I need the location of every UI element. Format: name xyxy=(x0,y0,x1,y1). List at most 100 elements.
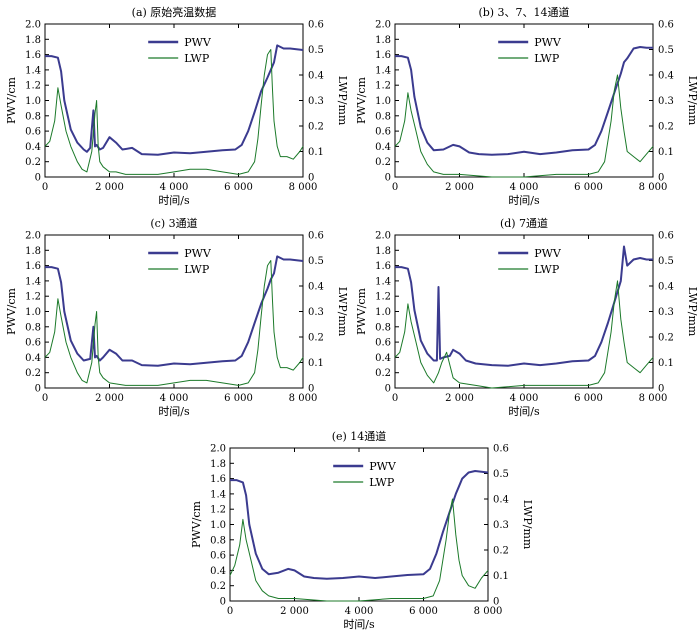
y-left-tick-label: 0.4 xyxy=(375,142,391,153)
y-right-tick-label: 0.3 xyxy=(493,520,509,531)
y-right-tick-label: 0.4 xyxy=(658,71,674,82)
y-left-tick-label: 1.2 xyxy=(375,81,391,92)
y-left-axis-label: PWV/cm xyxy=(355,76,368,124)
y-right-tick-label: 0.6 xyxy=(658,20,674,31)
y-right-tick-label: 0.5 xyxy=(308,256,324,267)
x-tick-label: 2 000 xyxy=(95,393,124,404)
y-left-tick-label: 1.8 xyxy=(375,246,391,257)
y-right-tick-label: 0.2 xyxy=(658,122,674,133)
y-left-tick-label: 1.4 xyxy=(25,276,41,287)
y-left-tick-label: 1.2 xyxy=(210,505,226,516)
y-right-tick-label: 0.1 xyxy=(658,358,674,369)
legend-label-lwp: LWP xyxy=(184,52,210,65)
legend-label-lwp: LWP xyxy=(534,263,560,276)
series-line-lwp xyxy=(44,49,304,175)
x-tick-label: 8 000 xyxy=(639,182,668,193)
y-right-tick-label: 0.2 xyxy=(493,546,509,557)
chart-title: (a) 原始亮温数据 xyxy=(132,5,217,19)
x-tick-label: 6 000 xyxy=(574,393,603,404)
x-tick-label: 6 000 xyxy=(224,182,253,193)
x-tick-label: 8 000 xyxy=(289,182,318,193)
y-left-tick-label: 1.8 xyxy=(25,246,41,257)
y-left-tick-label: 1.0 xyxy=(25,96,41,107)
y-left-tick-label: 0 xyxy=(35,384,41,395)
x-tick-label: 4 000 xyxy=(160,393,189,404)
y-left-tick-label: 0.4 xyxy=(210,566,226,577)
y-left-tick-label: 1.6 xyxy=(25,261,41,272)
x-tick-label: 2 000 xyxy=(280,606,309,617)
y-right-tick-label: 0.1 xyxy=(658,147,674,158)
x-tick-label: 2 000 xyxy=(95,182,124,193)
y-left-tick-label: 0.2 xyxy=(25,157,41,168)
y-right-tick-label: 0.2 xyxy=(308,333,324,344)
y-left-tick-label: 0.8 xyxy=(25,322,41,333)
legend-label-lwp: LWP xyxy=(369,476,395,489)
y-right-axis-label: LWP/mm xyxy=(521,500,534,550)
y-left-axis-label: PWV/cm xyxy=(190,500,203,548)
y-left-tick-label: 1.0 xyxy=(375,307,391,318)
y-left-tick-label: 1.8 xyxy=(375,35,391,46)
series-line-lwp xyxy=(394,74,654,178)
y-left-tick-label: 1.4 xyxy=(210,489,226,500)
series-line-pwv xyxy=(230,470,489,580)
series-line-pwv xyxy=(45,44,304,156)
y-left-tick-label: 1.0 xyxy=(25,307,41,318)
y-right-tick-label: 0.4 xyxy=(308,282,324,293)
y-left-tick-label: 0.4 xyxy=(25,353,41,364)
plot-frame xyxy=(394,234,654,389)
y-right-tick-label: 0.3 xyxy=(658,307,674,318)
x-tick-label: 4 000 xyxy=(345,606,374,617)
y-left-tick-label: 0 xyxy=(385,384,391,395)
x-axis-label: 时间/s xyxy=(343,618,375,631)
y-left-axis-label: PWV/cm xyxy=(355,287,368,335)
series-line-lwp xyxy=(44,260,304,386)
y-right-tick-label: 0 xyxy=(658,384,664,395)
plot-frame xyxy=(44,234,304,389)
chart-title: (e) 14通道 xyxy=(332,429,387,443)
series-line-lwp xyxy=(229,498,489,602)
chart-title: (d) 7通道 xyxy=(500,216,548,230)
legend-label-pwv: PWV xyxy=(184,36,212,49)
legend-label-pwv: PWV xyxy=(184,247,212,260)
y-left-tick-label: 0 xyxy=(35,173,41,184)
y-right-tick-label: 0.4 xyxy=(658,282,674,293)
x-tick-label: 8 000 xyxy=(474,606,503,617)
y-left-tick-label: 1.6 xyxy=(375,261,391,272)
y-right-tick-label: 0.4 xyxy=(493,495,509,506)
y-left-tick-label: 0.8 xyxy=(25,111,41,122)
x-tick-label: 6 000 xyxy=(224,393,253,404)
legend-label-lwp: LWP xyxy=(184,263,210,276)
y-right-tick-label: 0.5 xyxy=(658,256,674,267)
y-left-tick-label: 1.6 xyxy=(375,50,391,61)
y-right-tick-label: 0 xyxy=(308,384,314,395)
y-right-tick-label: 0.3 xyxy=(308,96,324,107)
y-right-tick-label: 0.6 xyxy=(308,20,324,31)
x-tick-label: 2 000 xyxy=(445,393,474,404)
y-right-tick-label: 0.2 xyxy=(658,333,674,344)
x-tick-label: 0 xyxy=(392,393,398,404)
y-right-tick-label: 0.4 xyxy=(308,71,324,82)
y-left-tick-label: 0.8 xyxy=(375,111,391,122)
x-tick-label: 0 xyxy=(42,182,48,193)
y-left-tick-label: 2.0 xyxy=(210,444,226,455)
y-right-tick-label: 0.1 xyxy=(308,147,324,158)
y-left-tick-label: 0.6 xyxy=(25,127,41,138)
y-left-tick-label: 0.6 xyxy=(375,127,391,138)
y-left-tick-label: 0.2 xyxy=(25,368,41,379)
y-right-tick-label: 0 xyxy=(658,173,664,184)
chart-title: (c) 3通道 xyxy=(150,216,197,230)
y-right-tick-label: 0.6 xyxy=(493,444,509,455)
y-right-tick-label: 0.6 xyxy=(308,231,324,242)
y-right-tick-label: 0.3 xyxy=(308,307,324,318)
y-left-tick-label: 1.2 xyxy=(375,292,391,303)
series-line-lwp xyxy=(394,280,654,389)
y-left-tick-label: 2.0 xyxy=(25,231,41,242)
y-right-tick-label: 0.5 xyxy=(493,469,509,480)
legend-label-lwp: LWP xyxy=(534,52,560,65)
x-axis-label: 时间/s xyxy=(158,405,190,418)
x-axis-label: 时间/s xyxy=(508,405,540,418)
